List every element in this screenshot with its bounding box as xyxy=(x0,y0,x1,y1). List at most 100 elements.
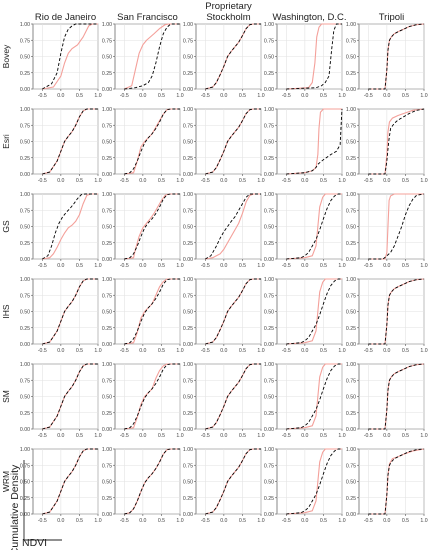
x-tick-label: 0.0 xyxy=(57,433,64,439)
x-tick-label: -0.5 xyxy=(364,178,373,184)
y-tick-label: 1.00 xyxy=(20,447,30,453)
dashed-series-line-esri-tripoli xyxy=(368,108,425,175)
x-tick-label: 1.0 xyxy=(176,518,183,524)
dashed-series-line-esri-rio-de-janeiro xyxy=(42,108,98,175)
y-tick-label: 0.25 xyxy=(183,241,193,247)
x-tick-label: 1.0 xyxy=(94,263,101,269)
y-tick-label: 0.00 xyxy=(264,342,274,348)
x-tick-label: 1.0 xyxy=(338,178,345,184)
y-tick-label: 0.50 xyxy=(102,480,112,486)
dashed-series-line-wrm-rio-de-janeiro xyxy=(42,448,98,515)
y-tick-label: 0.00 xyxy=(264,512,274,518)
x-tick-label: 0.5 xyxy=(320,518,327,524)
x-tick-label: -0.5 xyxy=(282,348,291,354)
y-tick-label: 0.50 xyxy=(20,310,30,316)
y-tick-label: 0.25 xyxy=(20,496,30,502)
dashed-series-line-bovey-washington-d-c xyxy=(286,23,342,90)
x-tick-label: 0.5 xyxy=(402,433,409,439)
y-tick-label: 0.25 xyxy=(20,156,30,162)
y-tick-label: 0.00 xyxy=(102,427,112,433)
y-tick-label: 0.25 xyxy=(346,71,356,77)
y-tick-label: 1.00 xyxy=(20,22,30,28)
y-tick-label: 0.25 xyxy=(102,156,112,162)
y-tick-label: 0.00 xyxy=(102,172,112,178)
x-tick-label: 0.5 xyxy=(76,433,83,439)
y-tick-label: 0.25 xyxy=(183,71,193,77)
y-tick-label: 0.75 xyxy=(346,378,356,384)
dashed-series-line-sm-rio-de-janeiro xyxy=(42,363,98,430)
solid-series-line-gs-rio-de-janeiro xyxy=(42,193,98,260)
y-tick-label: 1.00 xyxy=(346,107,356,113)
y-tick-label: 0.75 xyxy=(102,463,112,469)
x-tick-label: 0.5 xyxy=(320,433,327,439)
y-tick-label: 1.00 xyxy=(20,277,30,283)
solid-series-line-esri-tripoli xyxy=(368,108,425,175)
dashed-series-line-gs-washington-d-c xyxy=(286,193,342,260)
x-tick-label: 0.5 xyxy=(158,93,165,99)
row-label-ihs: IHS xyxy=(1,304,11,319)
dashed-series-line-bovey-san-francisco xyxy=(124,23,180,90)
dashed-series-line-ihs-tripoli xyxy=(368,278,425,345)
x-tick-label: 0.5 xyxy=(158,263,165,269)
y-tick-label: 1.00 xyxy=(102,107,112,113)
solid-series-line-bovey-rio-de-janeiro xyxy=(42,23,98,90)
y-tick-label: 0.50 xyxy=(264,55,274,61)
dashed-series-line-esri-san-francisco xyxy=(124,108,180,175)
x-tick-label: 0.0 xyxy=(139,518,146,524)
y-tick-label: 0.50 xyxy=(183,140,193,146)
y-tick-label: 0.75 xyxy=(20,208,30,214)
y-tick-label: 0.75 xyxy=(264,38,274,44)
x-tick-label: -0.5 xyxy=(364,433,373,439)
y-tick-label: 0.25 xyxy=(346,326,356,332)
y-tick-label: 1.00 xyxy=(183,22,193,28)
y-tick-label: 0.50 xyxy=(264,140,274,146)
x-tick-label: 1.0 xyxy=(176,263,183,269)
y-tick-label: 1.00 xyxy=(20,362,30,368)
dashed-series-line-sm-tripoli xyxy=(368,363,425,430)
y-tick-label: 1.00 xyxy=(346,362,356,368)
y-tick-label: 0.00 xyxy=(264,427,274,433)
dashed-series-line-gs-rio-de-janeiro xyxy=(42,193,98,260)
y-tick-label: 0.00 xyxy=(20,512,30,518)
x-tick-label: -0.5 xyxy=(282,93,291,99)
y-tick-label: 0.00 xyxy=(346,257,356,263)
y-tick-label: 0.00 xyxy=(102,342,112,348)
dashed-series-line-gs-proprietary-stockholm xyxy=(205,193,261,260)
y-tick-label: 0.25 xyxy=(183,496,193,502)
y-tick-label: 0.00 xyxy=(346,87,356,93)
x-tick-label: 0.0 xyxy=(301,433,308,439)
y-tick-label: 0.50 xyxy=(264,395,274,401)
y-tick-label: 1.00 xyxy=(264,447,274,453)
y-tick-label: 0.75 xyxy=(346,208,356,214)
dashed-series-line-gs-tripoli xyxy=(368,193,425,260)
x-tick-label: 1.0 xyxy=(257,518,264,524)
x-tick-label: 0.5 xyxy=(158,518,165,524)
y-tick-label: 0.00 xyxy=(20,342,30,348)
y-tick-label: 0.00 xyxy=(183,87,193,93)
x-tick-label: 1.0 xyxy=(257,348,264,354)
x-tick-label: 0.0 xyxy=(220,93,227,99)
y-tick-label: 1.00 xyxy=(264,22,274,28)
x-tick-label: -0.5 xyxy=(120,93,129,99)
dashed-series-line-ihs-washington-d-c xyxy=(286,278,342,345)
row-label-wrm: WRM xyxy=(1,471,11,492)
y-tick-label: 0.50 xyxy=(102,395,112,401)
x-tick-label: -0.5 xyxy=(120,178,129,184)
x-tick-label: 0.0 xyxy=(301,93,308,99)
y-tick-label: 0.75 xyxy=(264,463,274,469)
dashed-series-line-wrm-tripoli xyxy=(368,448,425,515)
x-tick-label: 0.0 xyxy=(139,433,146,439)
y-tick-label: 0.25 xyxy=(346,241,356,247)
y-tick-label: 0.25 xyxy=(264,241,274,247)
y-tick-label: 0.50 xyxy=(183,480,193,486)
x-tick-label: 1.0 xyxy=(257,93,264,99)
x-tick-label: 0.0 xyxy=(301,178,308,184)
x-tick-label: -0.5 xyxy=(120,263,129,269)
row-label-sm: SM xyxy=(1,390,11,403)
x-tick-label: 0.0 xyxy=(301,518,308,524)
x-tick-label: 0.0 xyxy=(57,348,64,354)
y-tick-label: 0.50 xyxy=(346,310,356,316)
dashed-series-line-wrm-washington-d-c xyxy=(286,448,342,515)
x-tick-label: 1.0 xyxy=(420,93,427,99)
